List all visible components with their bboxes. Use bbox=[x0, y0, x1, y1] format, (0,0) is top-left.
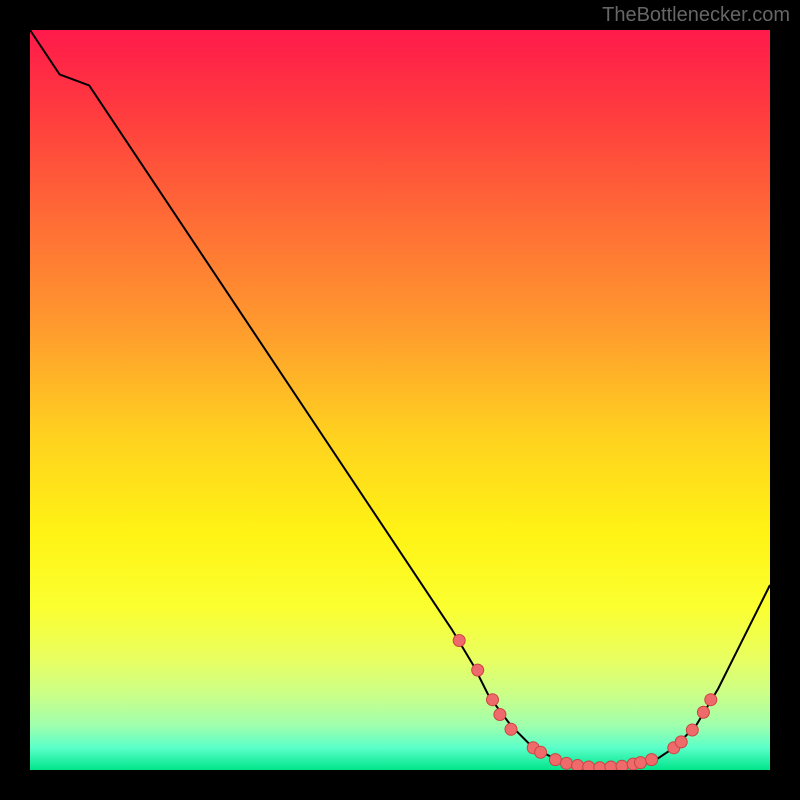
data-point-marker bbox=[535, 746, 547, 758]
data-point-marker bbox=[494, 709, 506, 721]
data-point-marker bbox=[505, 723, 517, 735]
data-point-marker bbox=[705, 694, 717, 706]
data-point-marker bbox=[572, 760, 584, 770]
data-point-marker bbox=[561, 757, 573, 769]
data-point-marker bbox=[635, 757, 647, 769]
data-point-marker bbox=[549, 754, 561, 766]
data-point-marker bbox=[616, 760, 628, 770]
watermark-text: TheBottlenecker.com bbox=[602, 4, 790, 27]
data-point-marker bbox=[583, 761, 595, 770]
plot-area bbox=[30, 30, 770, 770]
data-point-marker bbox=[453, 635, 465, 647]
gradient-background bbox=[30, 30, 770, 770]
data-point-marker bbox=[487, 694, 499, 706]
data-point-marker bbox=[675, 736, 687, 748]
data-point-marker bbox=[646, 754, 658, 766]
data-point-marker bbox=[697, 706, 709, 718]
data-point-marker bbox=[686, 724, 698, 736]
chart-svg bbox=[30, 30, 770, 770]
data-point-marker bbox=[605, 761, 617, 770]
data-point-marker bbox=[472, 664, 484, 676]
data-point-marker bbox=[594, 762, 606, 770]
